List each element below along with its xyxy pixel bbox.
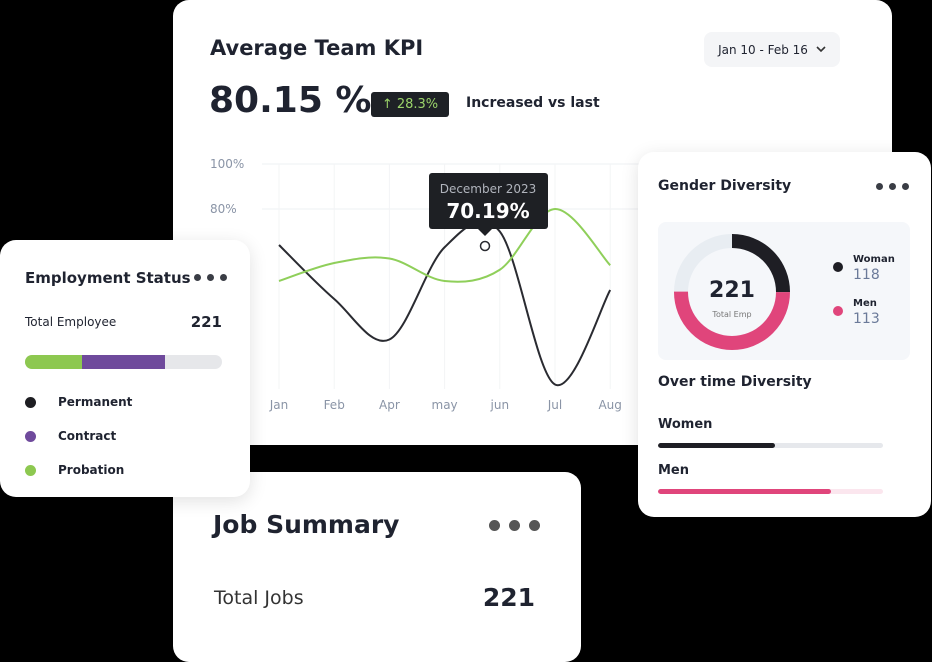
date-range: Jan 10 - Feb 16 (718, 42, 808, 57)
line-series (278, 220, 612, 386)
x-tick-label: may (432, 398, 458, 412)
bar-fill (658, 489, 832, 494)
donut-center-value: 221 (709, 278, 755, 303)
legend-dot (25, 431, 36, 442)
change-badge: ↑ 28.3% (371, 92, 449, 117)
total-label: Total Employee (25, 315, 117, 329)
legend-label: Woman (853, 254, 895, 265)
legend-dot (25, 465, 36, 476)
donut-segment (674, 234, 790, 350)
job-value: 221 (482, 583, 535, 612)
legend-value: 113 (853, 311, 880, 327)
chevron-icon (816, 46, 826, 53)
legend-dot (25, 397, 36, 408)
job-summary-card: Job Summary Total Jobs 221 (173, 472, 581, 662)
bar-label: Women (658, 417, 713, 432)
bar-label: Men (658, 463, 690, 478)
bar-segment (82, 355, 165, 369)
legend-value: 118 (853, 267, 880, 283)
legend-label: Permanent (58, 395, 133, 409)
legend-dot (833, 262, 843, 272)
donut-chart: 221 Total Emp Woman 118 Men 113 (674, 234, 895, 350)
kpi-value: 80.15 % (209, 80, 372, 121)
gender-card: Gender Diversity 221 Total Emp Woman 118 M… (638, 152, 931, 517)
date-range-button[interactable]: Jan 10 - Feb 16 (704, 32, 840, 67)
legend-label: Men (853, 298, 877, 309)
bar-track (658, 489, 883, 494)
kpi-chart: 100% 80% December 2023 70.19% Jan Feb Apr ma… (210, 157, 640, 412)
more-menu[interactable] (489, 520, 540, 531)
more-menu[interactable] (876, 183, 909, 190)
donut-segment (674, 234, 790, 350)
over-time-title: Over time Diversity (658, 374, 812, 390)
tooltip: December 2023 70.19% (429, 173, 548, 236)
x-tick-label: Aug (598, 398, 621, 412)
line-series (278, 207, 611, 283)
employment-title: Employment Status (25, 269, 191, 287)
legend-label: Contract (58, 429, 117, 443)
x-tick-label: Apr (379, 398, 400, 412)
tooltip-arrow (478, 229, 492, 236)
total-value: 221 (190, 313, 222, 331)
x-tick-label: Jul (547, 398, 562, 412)
donut-center-label: Total Emp (711, 310, 751, 319)
employment-card: Employment Status Total Employee 221 Per… (0, 240, 250, 497)
y-tick-label: 80% (210, 202, 237, 216)
change-label: Increased vs last (466, 95, 600, 111)
tooltip-value: 70.19% (446, 199, 529, 223)
job-title: Job Summary (213, 510, 400, 539)
job-label: Total Jobs (214, 587, 304, 609)
bar-fill (658, 443, 775, 448)
legend-label: Probation (58, 463, 125, 477)
x-tick-label: Jan (269, 398, 289, 412)
hover-point (479, 240, 491, 252)
more-menu[interactable] (194, 274, 227, 281)
tooltip-title: December 2023 (440, 182, 537, 196)
x-tick-label: Feb (324, 398, 345, 412)
y-tick-label: 100% (210, 157, 244, 171)
donut-panel: 221 Total Emp Woman 118 Men 113 (658, 222, 910, 360)
legend-dot (833, 306, 843, 316)
gender-title: Gender Diversity (658, 178, 792, 194)
bar-track (658, 443, 883, 448)
tooltip-box (429, 173, 548, 229)
x-tick-label: jun (490, 398, 510, 412)
employment-bar (25, 355, 222, 369)
bar-segment (25, 355, 83, 369)
kpi-title: Average Team KPI (210, 36, 424, 60)
